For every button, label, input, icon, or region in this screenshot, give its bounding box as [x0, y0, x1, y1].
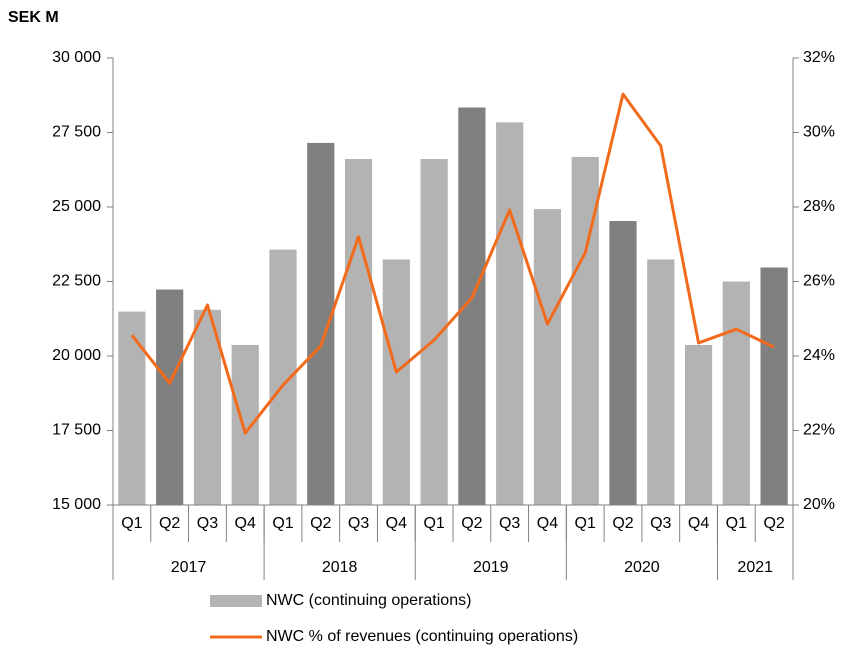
y-tick-label: 17 500	[52, 422, 101, 439]
y-tick-label: 22 500	[52, 273, 101, 290]
year-label: 2017	[171, 559, 207, 576]
bar	[609, 221, 637, 506]
bar	[344, 159, 373, 505]
x-tick-label: Q1	[423, 515, 444, 532]
x-tick-label: Q4	[688, 515, 709, 532]
legend-swatch	[210, 595, 262, 607]
legend-label: NWC % of revenues (continuing operations…	[266, 628, 578, 645]
bar	[496, 122, 524, 506]
bar	[420, 159, 448, 505]
y2-tick-label: 24%	[803, 347, 835, 364]
x-tick-label: Q2	[461, 515, 482, 532]
x-tick-label: Q3	[348, 515, 369, 532]
x-tick-label: Q1	[272, 515, 293, 532]
x-tick-label: Q3	[650, 515, 671, 532]
bar	[684, 344, 713, 505]
y-tick-label: 25 000	[52, 198, 101, 215]
bar	[156, 289, 184, 505]
bar	[118, 311, 146, 505]
line-series	[130, 92, 775, 435]
unit-label: SEK M	[8, 9, 59, 26]
x-tick-label: Q4	[235, 515, 256, 532]
year-label: 2021	[737, 559, 773, 576]
x-tick-label: Q3	[197, 515, 218, 532]
bar	[458, 107, 486, 505]
bar	[231, 344, 259, 505]
bar	[533, 209, 562, 505]
x-tick-label: Q2	[310, 515, 331, 532]
y2-tick-label: 20%	[803, 496, 835, 513]
year-label: 2020	[624, 559, 660, 576]
y-tick-label: 20 000	[52, 347, 101, 364]
x-tick-label: Q3	[499, 515, 520, 532]
y-tick-label: 15 000	[52, 496, 101, 513]
bar	[647, 259, 675, 505]
y2-tick-label: 26%	[803, 273, 835, 290]
bar	[307, 142, 335, 505]
x-tick-label: Q1	[575, 515, 596, 532]
x-tick-label: Q4	[386, 515, 407, 532]
x-tick-label: Q4	[537, 515, 558, 532]
y2-tick-label: 28%	[803, 198, 835, 215]
bar	[760, 267, 788, 505]
year-label: 2018	[322, 559, 358, 576]
year-label: 2019	[473, 559, 509, 576]
x-tick-label: Q2	[763, 515, 784, 532]
y2-tick-label: 32%	[803, 49, 835, 66]
x-tick-label: Q1	[726, 515, 747, 532]
x-tick-label: Q2	[612, 515, 633, 532]
y2-tick-label: 30%	[803, 124, 835, 141]
bar	[382, 259, 410, 505]
y-tick-label: 27 500	[52, 124, 101, 141]
bar	[193, 309, 222, 505]
x-tick-label: Q1	[121, 515, 142, 532]
legend-label: NWC (continuing operations)	[266, 592, 471, 609]
x-tick-label: Q2	[159, 515, 180, 532]
y-tick-label: 30 000	[52, 49, 101, 66]
y2-tick-label: 22%	[803, 422, 835, 439]
bar	[722, 281, 750, 505]
